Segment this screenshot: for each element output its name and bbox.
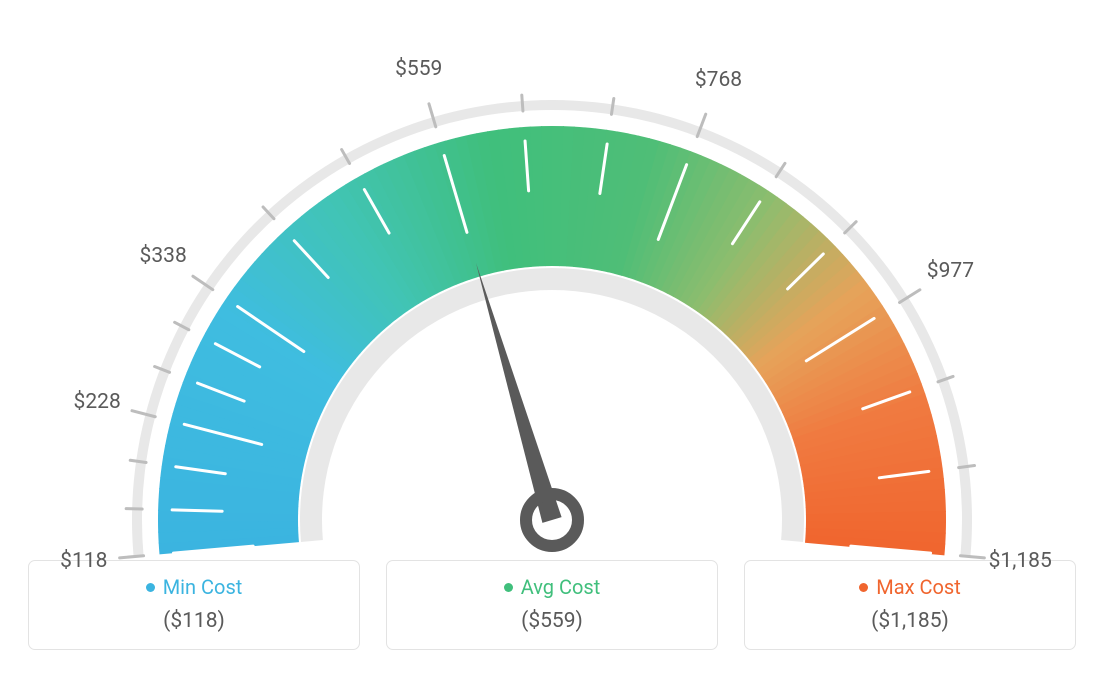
tick-label: $977 <box>927 259 974 283</box>
legend-min-value: ($118) <box>29 609 359 633</box>
legend-row: Min Cost ($118) Avg Cost ($559) Max Cost… <box>0 560 1104 650</box>
tick-label: $559 <box>395 57 442 81</box>
legend-min-dot <box>146 583 155 592</box>
tick-label: $1,185 <box>989 549 1052 573</box>
tick-label: $338 <box>140 244 187 268</box>
legend-max: Max Cost ($1,185) <box>744 560 1076 650</box>
legend-min: Min Cost ($118) <box>28 560 360 650</box>
legend-avg-dot <box>504 583 513 592</box>
tick-label: $118 <box>60 549 107 573</box>
legend-avg-value: ($559) <box>387 609 717 633</box>
gauge-chart: $118$228$338$559$768$977$1,185 <box>0 0 1104 560</box>
legend-max-title: Max Cost <box>876 575 961 599</box>
legend-avg: Avg Cost ($559) <box>386 560 718 650</box>
legend-max-dot <box>859 583 868 592</box>
legend-max-value: ($1,185) <box>745 609 1075 633</box>
tick-label: $768 <box>695 68 742 92</box>
tick-label: $228 <box>74 390 121 414</box>
legend-min-title: Min Cost <box>163 575 243 599</box>
legend-avg-title: Avg Cost <box>521 575 601 599</box>
